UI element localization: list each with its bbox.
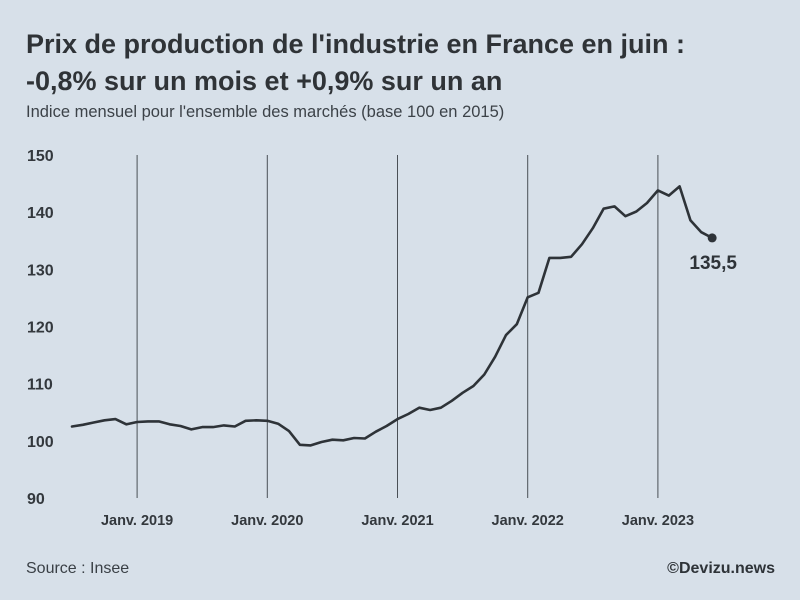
credit-logo: ©Devizu.news [667,560,775,577]
x-tick-label: Janv. 2019 [101,513,173,529]
x-tick-label: Janv. 2021 [361,513,433,529]
y-axis: 90 100 110 120 130 140 150 [27,148,54,508]
chart-title: Prix de production de l'industrie en Fra… [26,26,786,100]
last-point-marker [707,233,717,243]
grid-lines [136,155,659,498]
y-tick-label: 150 [27,148,54,165]
y-tick-label: 90 [27,491,45,508]
last-value-label: 135,5 [689,253,737,274]
title-line-1: Prix de production de l'industrie en Fra… [26,29,686,59]
title-line-2: -0,8% sur un mois et +0,9% sur un an [26,66,503,96]
y-tick-label: 140 [27,205,54,222]
y-tick-label: 130 [27,262,54,279]
y-tick-label: 120 [27,320,54,337]
x-tick-label: Janv. 2020 [231,513,303,529]
y-tick-label: 100 [27,434,54,451]
chart-subtitle: Indice mensuel pour l'ensemble des march… [26,103,505,121]
x-axis: Janv. 2019 Janv. 2020 Janv. 2021 Janv. 2022… [101,513,694,529]
y-tick-label: 110 [27,377,53,394]
x-tick-label: Janv. 2022 [492,513,564,529]
x-tick-label: Janv. 2023 [622,513,694,529]
series-line [70,185,714,447]
series-layer: 135,5 [70,185,737,447]
source-note: Source : Insee [26,560,130,577]
